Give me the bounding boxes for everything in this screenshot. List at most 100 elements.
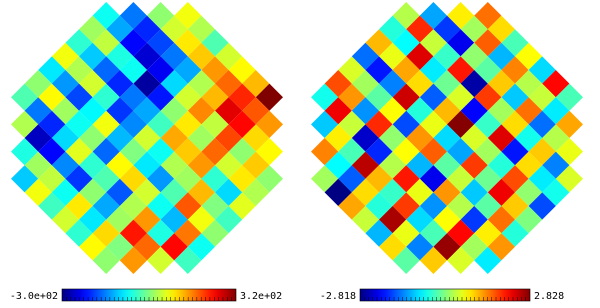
map-pixel <box>147 138 175 166</box>
map-pixel <box>379 233 407 261</box>
map-pixel <box>187 206 215 234</box>
map-pixel <box>555 138 583 166</box>
map-pixel <box>447 246 475 274</box>
map-pixel <box>392 56 420 84</box>
map-pixel <box>419 83 447 111</box>
map-pixel <box>51 151 79 179</box>
map-pixel <box>365 192 393 220</box>
map-pixel <box>419 192 447 220</box>
map-pixel <box>106 233 134 261</box>
map-pixel <box>255 83 283 111</box>
map-pixel <box>379 206 407 234</box>
map-pixel <box>79 178 107 206</box>
map-pixel <box>351 97 379 125</box>
map-pixel <box>147 246 175 274</box>
map-pixel <box>474 138 502 166</box>
map-pixel <box>174 165 202 193</box>
map-pixel <box>79 206 107 234</box>
map-pixel <box>433 124 461 152</box>
map-pixel <box>433 15 461 43</box>
map-pixel <box>147 110 175 138</box>
map-pixel <box>255 138 283 166</box>
map-pixel <box>365 29 393 57</box>
map-pixel <box>419 219 447 247</box>
map-pixel <box>447 165 475 193</box>
map-pixel <box>515 97 543 125</box>
map-pixel <box>460 70 488 98</box>
map-pixel <box>51 206 79 234</box>
map-pixel <box>419 165 447 193</box>
map-pixel <box>174 110 202 138</box>
map-pixel <box>65 192 93 220</box>
map-pixel <box>433 151 461 179</box>
map-pixel <box>365 110 393 138</box>
map-pixel <box>392 2 420 30</box>
map-pixel <box>433 178 461 206</box>
map-pixel <box>460 206 488 234</box>
map-pixel <box>11 83 39 111</box>
map-pixel <box>201 165 229 193</box>
map-pixel <box>501 56 529 84</box>
map-pixel <box>474 110 502 138</box>
map-pixel <box>311 138 339 166</box>
map-pixel <box>365 83 393 111</box>
map-pixel <box>11 138 39 166</box>
map-pixel <box>419 29 447 57</box>
map-pixel <box>338 56 366 84</box>
map-pixel <box>51 124 79 152</box>
map-pixel <box>365 56 393 84</box>
map-pixel <box>174 29 202 57</box>
map-pixel <box>447 56 475 84</box>
map-pixel <box>406 97 434 125</box>
map-pixel <box>515 206 543 234</box>
map-pixel <box>119 56 147 84</box>
map-pixel <box>65 165 93 193</box>
map-pixel <box>392 110 420 138</box>
map-pixel <box>501 110 529 138</box>
map-pixel <box>119 138 147 166</box>
map-pixel <box>474 246 502 274</box>
map-pixel <box>106 206 134 234</box>
map-pixel <box>487 124 515 152</box>
map-pixel <box>487 15 515 43</box>
map-pixel <box>92 138 120 166</box>
map-pixel <box>215 206 243 234</box>
map-pixel <box>160 97 188 125</box>
map-pixel <box>501 165 529 193</box>
map-pixel <box>555 83 583 111</box>
map-pixel <box>51 42 79 70</box>
map-pixel <box>147 2 175 30</box>
map-pixel <box>528 138 556 166</box>
map-pixel <box>242 97 270 125</box>
map-panel <box>11 2 283 274</box>
map-pixel <box>379 124 407 152</box>
map-pixel <box>65 56 93 84</box>
map-pixel <box>160 206 188 234</box>
map-pixel <box>392 138 420 166</box>
map-pixel <box>92 165 120 193</box>
map-pixel <box>65 29 93 57</box>
map-pixel <box>24 70 52 98</box>
map-pixel <box>555 165 583 193</box>
map-pixel <box>406 70 434 98</box>
map-pixel <box>351 124 379 152</box>
map-pixel <box>338 110 366 138</box>
map-pixel <box>79 97 107 125</box>
map-pixel <box>79 124 107 152</box>
map-pixel <box>255 165 283 193</box>
map-pixel <box>365 219 393 247</box>
map-pixel <box>487 70 515 98</box>
map-pixel <box>351 206 379 234</box>
map-pixel <box>51 97 79 125</box>
map-pixel <box>311 110 339 138</box>
map-pixel <box>447 219 475 247</box>
colorbar-label: 3.2e+02 <box>240 291 282 302</box>
map-pixel <box>542 70 570 98</box>
map-pixel <box>447 192 475 220</box>
map-pixel <box>379 97 407 125</box>
map-pixel <box>147 165 175 193</box>
map-pixel <box>24 97 52 125</box>
map-pixel <box>447 83 475 111</box>
map-pixel <box>555 110 583 138</box>
map-pixel <box>433 206 461 234</box>
